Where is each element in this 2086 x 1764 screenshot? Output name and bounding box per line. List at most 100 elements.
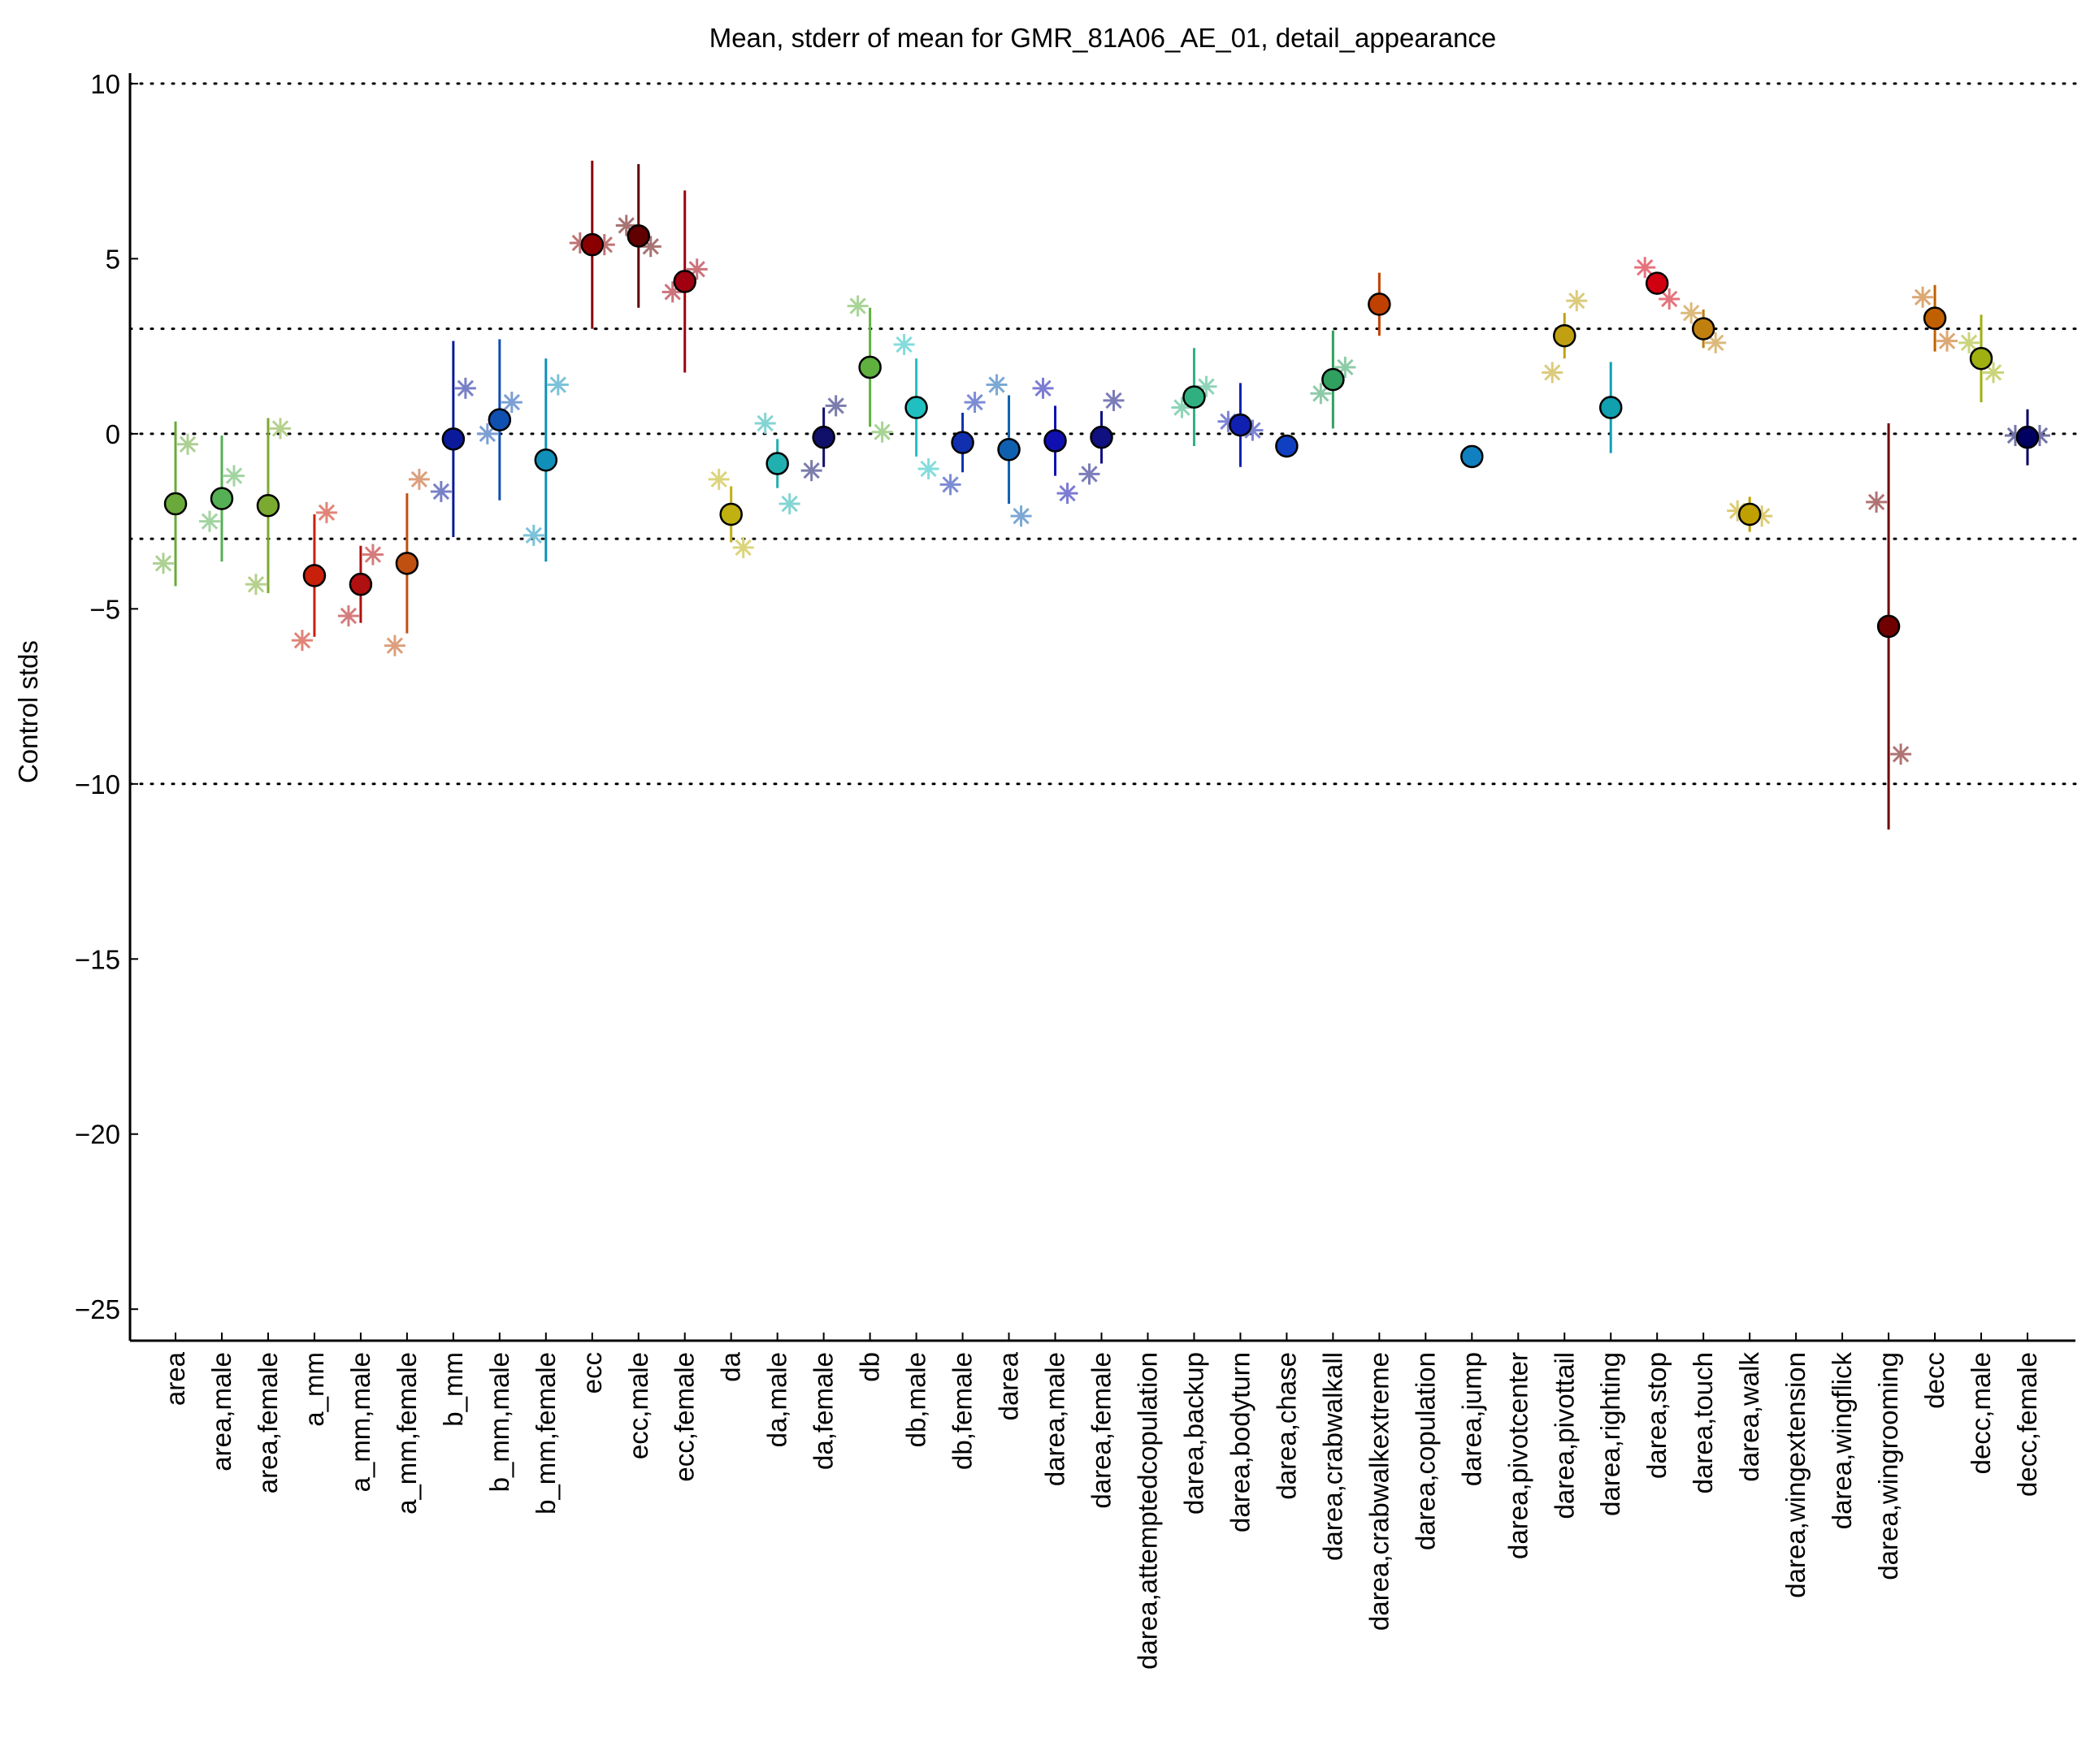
y-tick-label: −5 (89, 594, 120, 624)
subgroup-marker-stroke (966, 393, 983, 411)
x-tick-label: darea,stop (1641, 1352, 1672, 1479)
subgroup-marker-stroke (1984, 364, 2002, 381)
subgroup-marker (177, 433, 198, 455)
subgroup-marker (1890, 743, 1912, 765)
mean-marker (1969, 346, 1993, 371)
subgroup-marker (362, 544, 384, 566)
subgroup-marker-stroke (1544, 364, 1561, 381)
x-tick-label: darea,chase (1271, 1352, 1301, 1500)
subgroup-marker-stroke (432, 483, 450, 501)
x-tick-label: a_mm,male (345, 1352, 375, 1492)
x-tick-label: da,male (762, 1352, 792, 1447)
subgroup-marker (245, 574, 267, 596)
subgroup-marker-stroke (386, 637, 404, 654)
mean-marker (1090, 425, 1113, 449)
subgroup-marker-stroke (1892, 746, 1910, 763)
x-tick-label: a_mm (299, 1352, 329, 1427)
subgroup-marker (1542, 362, 1563, 384)
subgroup-marker (408, 468, 430, 490)
mean-marker (1368, 293, 1391, 316)
mean-marker (1043, 429, 1067, 453)
x-tick-label: darea,walk (1734, 1352, 1764, 1482)
y-tick-label: −20 (75, 1120, 120, 1150)
mean-marker (163, 492, 188, 516)
subgroup-marker (1195, 375, 1217, 397)
subgroup-marker-stroke (318, 504, 336, 521)
subgroup-marker (523, 524, 544, 546)
subgroup-marker (1681, 302, 1702, 324)
subgroup-marker (871, 421, 893, 443)
x-tick-label: darea,female (1086, 1352, 1117, 1509)
subgroup-marker (198, 510, 220, 532)
mean-marker (580, 232, 605, 257)
mean-marker (904, 396, 928, 419)
subgroup-marker (893, 333, 915, 355)
subgroup-marker (732, 536, 754, 558)
subgroup-marker (964, 392, 986, 414)
subgroup-marker-stroke (271, 420, 289, 437)
x-tick-label: darea,bodyturn (1225, 1352, 1255, 1532)
subgroup-marker (708, 468, 730, 490)
mean-marker (1737, 502, 1762, 527)
x-tick-label: darea,righting (1595, 1352, 1625, 1516)
mean-marker (1553, 323, 1576, 348)
x-tick-label: decc,female (2012, 1352, 2042, 1497)
x-tick-label: darea,wingextension (1780, 1352, 1811, 1598)
subgroup-marker-stroke (1707, 334, 1724, 351)
subgroup-marker-stroke (1034, 379, 1052, 397)
subgroup-marker (454, 377, 476, 399)
subgroup-marker-stroke (179, 436, 197, 453)
x-tick-label: ecc,male (623, 1352, 653, 1459)
y-tick-label: −25 (75, 1294, 120, 1324)
mean-marker (256, 493, 280, 518)
subgroup-marker-stroke (1059, 484, 1076, 502)
subgroup-marker-stroke (757, 414, 774, 432)
mean-marker (349, 572, 373, 596)
subgroup-marker-stroke (1661, 290, 1678, 308)
x-tick-label: darea,jump (1456, 1352, 1486, 1486)
subgroup-marker (1983, 362, 2005, 384)
subgroup-marker (1010, 505, 1032, 527)
subgroup-marker-stroke (874, 423, 891, 440)
subgroup-marker-stroke (457, 379, 475, 397)
mean-marker (210, 487, 234, 510)
subgroup-marker (337, 605, 359, 626)
subgroup-marker-stroke (247, 576, 265, 593)
subgroup-marker (1078, 463, 1100, 485)
subgroup-marker (501, 392, 523, 414)
mean-marker (441, 427, 466, 451)
subgroup-marker-stroke (201, 513, 219, 530)
subgroup-marker (1566, 290, 1588, 312)
subgroup-marker-stroke (1312, 385, 1329, 402)
y-tick-label: −15 (75, 944, 120, 974)
x-tick-label: decc (1919, 1352, 1949, 1409)
subgroup-marker (1705, 332, 1727, 353)
x-tick-label: da (716, 1351, 746, 1381)
subgroup-marker (1032, 377, 1054, 399)
mean-marker (765, 452, 789, 475)
subgroup-marker-stroke (1938, 332, 1956, 349)
x-tick-label: ecc (577, 1352, 607, 1393)
mean-marker (1229, 413, 1252, 437)
subgroup-marker-stroke (1867, 493, 1885, 511)
x-tick-label: darea,crabwalkall (1317, 1352, 1347, 1561)
mean-marker (627, 224, 650, 248)
mean-marker (2015, 425, 2040, 449)
x-tick-label: db,male (901, 1352, 931, 1447)
subgroup-marker (847, 295, 869, 317)
subgroup-marker (754, 412, 776, 434)
subgroup-marker-stroke (1081, 466, 1098, 483)
subgroup-marker-stroke (410, 470, 428, 488)
x-tick-label: area (160, 1351, 190, 1406)
x-tick-label: area,male (206, 1352, 236, 1471)
subgroup-marker (384, 635, 405, 657)
mean-marker (1321, 367, 1345, 392)
subgroup-marker-stroke (803, 462, 820, 479)
subgroup-marker-stroke (849, 297, 866, 314)
y-tick-label: 10 (90, 69, 120, 99)
x-tick-label: darea,copulation (1410, 1352, 1440, 1550)
mean-marker (812, 425, 835, 449)
subgroup-marker-stroke (293, 631, 311, 649)
x-tick-label: darea,pivottail (1549, 1352, 1579, 1519)
y-tick-label: 5 (106, 244, 120, 274)
